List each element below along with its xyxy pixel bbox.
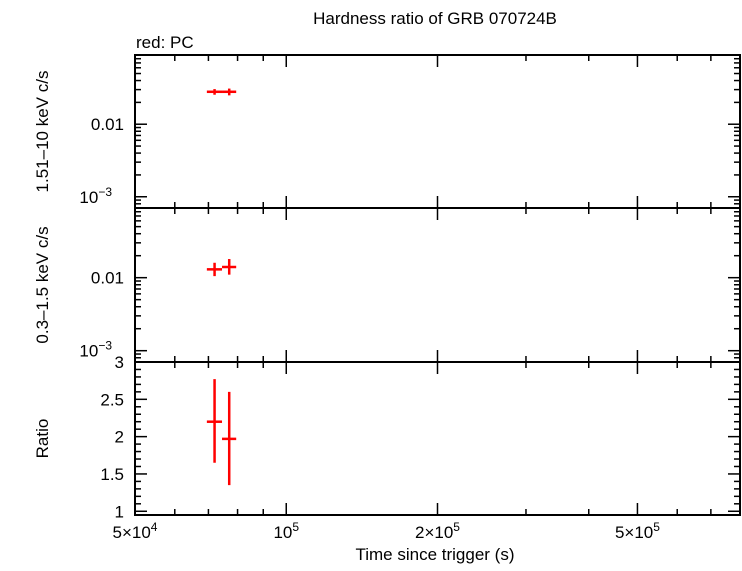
panel-soft-frame (134, 207, 741, 363)
y-axis-label-hard: 1.51–10 keV c/s (33, 71, 52, 193)
y-tick-label: 10−3 (79, 185, 112, 207)
panel-hard-frame (134, 54, 741, 209)
x-tick-label: 105 (273, 520, 299, 542)
y-tick-label: 1 (115, 502, 124, 521)
x-tick-label: 5×104 (113, 520, 158, 542)
legend-note: red: PC (136, 33, 194, 52)
panel-ratio: 1 1.5 2 2.5 3 Ratio (33, 353, 741, 521)
y-tick-label: 1.5 (100, 465, 124, 484)
y-axis-label-soft: 0.3–1.5 keV c/s (33, 226, 52, 343)
data-point (222, 259, 237, 275)
y-tick-label-mantissa: 10 (79, 342, 98, 361)
x-tick-label-exponent: 5 (292, 520, 299, 534)
x-tick-label: 5×105 (615, 520, 660, 542)
y-axis-label-ratio: Ratio (33, 419, 52, 459)
panel-soft: 10−3 0.01 0.3–1.5 keV c/s (33, 207, 741, 363)
x-tick-label-mantissa: 10 (273, 523, 292, 542)
y-tick-label: 0.01 (91, 115, 124, 134)
x-tick-label-mantissa: 5×10 (615, 523, 653, 542)
data-point (222, 391, 237, 486)
panel-hard: 10−3 0.01 1.51–10 keV c/s (33, 54, 741, 209)
data-point (206, 262, 223, 277)
y-tick-label: 0.01 (91, 269, 124, 288)
x-tick-label-exponent: 5 (653, 520, 660, 534)
panels-group: 10−30.011.51–10 keV c/s10−30.010.3–1.5 k… (33, 54, 741, 542)
data-point (206, 379, 223, 463)
y-tick-label-exponent: −3 (98, 339, 112, 353)
y-tick-label: 2 (115, 428, 124, 447)
y-tick-label: 10−3 (79, 339, 112, 361)
y-tick-label-exponent: −3 (98, 185, 112, 199)
data-point (206, 89, 223, 95)
x-tick-label-mantissa: 5×10 (113, 523, 151, 542)
x-tick-label: 2×105 (415, 520, 460, 542)
x-tick-label-exponent: 4 (151, 520, 158, 534)
chart-title: Hardness ratio of GRB 070724B (313, 9, 557, 28)
y-tick-label: 2.5 (100, 390, 124, 409)
y-tick-label: 3 (115, 353, 124, 372)
x-tick-label-mantissa: 2×10 (415, 523, 453, 542)
y-tick-label-mantissa: 10 (79, 188, 98, 207)
data-point (222, 88, 237, 96)
x-tick-label-exponent: 5 (453, 520, 460, 534)
x-axis-label: Time since trigger (s) (355, 545, 514, 564)
